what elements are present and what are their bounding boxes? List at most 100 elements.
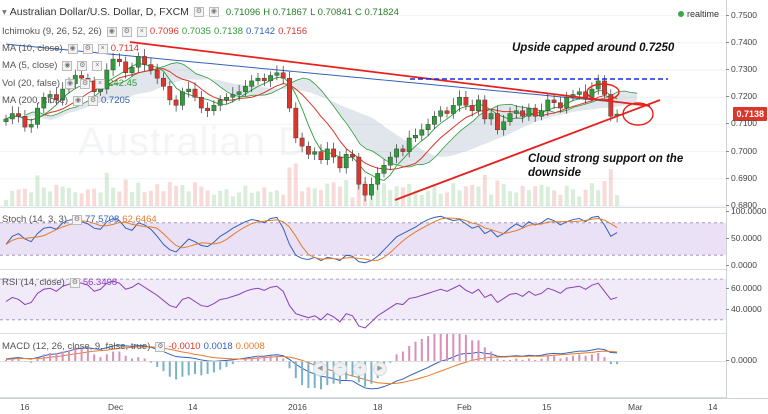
macd-histogram-bar — [42, 354, 45, 362]
candle-body — [135, 56, 141, 68]
volume-bar — [337, 186, 342, 206]
rsi-legend[interactable]: RSI (14, close) ⚙ 56.3498 — [2, 277, 117, 288]
macd-histogram-bar — [307, 361, 310, 388]
macd-histogram-bar — [609, 361, 612, 365]
zoom-in-icon[interactable]: + — [353, 362, 367, 376]
highlight-ellipse-bottom — [622, 102, 654, 126]
candle-body — [356, 156, 362, 185]
settings-icon[interactable]: ⚙ — [69, 277, 80, 288]
volume-bar — [482, 174, 487, 206]
volume-bar — [596, 190, 601, 206]
eye-icon[interactable]: ◉ — [106, 26, 117, 37]
macd-axis[interactable]: 0.0000 — [726, 334, 768, 398]
ma5-legend[interactable]: MA (5, close) ◉ ⚙ × — [2, 60, 103, 71]
ichimoku-legend[interactable]: Ichimoku (9, 26, 52, 26) ◉ ⚙ × 0.7096 0.… — [2, 26, 307, 37]
price-tick: 0.7200 — [726, 91, 757, 102]
stoch-legend[interactable]: Stoch (14, 3, 3) ⚙ 77.5708 62.6464 — [2, 214, 157, 225]
settings-icon[interactable]: ⚙ — [88, 95, 98, 106]
close-icon[interactable]: × — [95, 78, 106, 89]
volume-bar — [520, 185, 525, 206]
stoch-axis[interactable]: 100.0000 50.0000 0.0000 — [725, 206, 768, 270]
volume-bar — [54, 184, 59, 206]
candle-body — [287, 77, 292, 109]
rsi-pane[interactable]: RSI (14, close) ⚙ 56.3498 — [0, 270, 726, 334]
close-icon[interactable]: × — [97, 43, 108, 54]
volume-bar — [426, 190, 431, 206]
macd-histogram-bar — [509, 359, 511, 362]
macd-histogram-bar — [313, 361, 316, 388]
candle-body — [495, 113, 500, 131]
volume-bar — [293, 163, 298, 206]
annotation-cloud[interactable]: Cloud strong support on the downside — [528, 152, 718, 180]
vol-value: 242.45 — [108, 78, 138, 89]
oscillator-tick: 60.0000 — [726, 283, 762, 294]
rsi-value: 56.3498 — [82, 277, 118, 288]
settings-icon[interactable]: ⚙ — [193, 7, 204, 17]
price-pane[interactable]: Australian D ▾ Australian Dollar/U.S. Do… — [0, 0, 726, 208]
candle-body — [419, 129, 425, 136]
macd-histogram-bar — [30, 361, 33, 363]
eye-icon[interactable]: ◉ — [67, 43, 78, 54]
collapse-icon[interactable]: ▾ — [2, 6, 7, 18]
price-chart[interactable] — [0, 0, 726, 208]
rsi-axis[interactable]: 60.0000 40.0000 — [726, 270, 768, 334]
annotation-upside[interactable]: Upside capped around 0.7250 — [512, 42, 675, 54]
settings-icon[interactable]: ⚙ — [80, 78, 91, 89]
settings-icon[interactable]: ⚙ — [71, 214, 82, 225]
settings-icon[interactable]: ⚙ — [121, 26, 132, 37]
eye-icon[interactable]: ◉ — [65, 78, 76, 89]
ma200-legend[interactable]: MA (200, close) ◉ ⚙ 0.7205 — [2, 95, 130, 106]
candle-body — [142, 56, 147, 65]
eye-icon[interactable]: ◉ — [73, 95, 83, 106]
candle-body — [54, 94, 59, 101]
candle-body — [545, 99, 551, 111]
volume-bar — [476, 186, 481, 206]
settings-icon[interactable]: ⚙ — [77, 60, 88, 71]
settings-icon[interactable]: ⚙ — [155, 341, 166, 352]
macd-histogram-bar — [420, 338, 423, 362]
scroll-right-icon[interactable]: ▶ — [373, 362, 387, 376]
zoom-out-icon[interactable]: − — [333, 362, 347, 376]
volume-bar — [104, 172, 109, 206]
volume-bar — [545, 186, 550, 206]
stoch-label: Stoch (14, 3, 3) — [2, 214, 67, 225]
macd-line-value: 0.0018 — [203, 341, 233, 352]
ichimoku-tenkan: 0.7096 — [149, 26, 179, 37]
time-axis[interactable]: 16 Dec 14 2016 18 Feb 15 Mar 14 — [0, 398, 768, 414]
macd-histogram-bar — [5, 359, 7, 362]
stoch-d-value: 62.6464 — [122, 214, 157, 225]
candle-body — [312, 151, 318, 155]
macd-legend[interactable]: MACD (12, 26, close, 9, false, true) ⚙ -… — [2, 341, 265, 352]
eye-icon[interactable]: ◉ — [62, 60, 73, 71]
macd-histogram-bar — [149, 361, 152, 363]
stoch-pane[interactable]: Stoch (14, 3, 3) ⚙ 77.5708 62.6464 — [0, 208, 726, 270]
scroll-left-icon[interactable]: ◀ — [313, 362, 327, 376]
settings-icon[interactable]: ⚙ — [82, 43, 93, 54]
volume-bar — [312, 188, 317, 206]
ma10-legend[interactable]: MA (10, close) ◉ ⚙ × 0.7114 — [2, 43, 139, 54]
candle-body — [9, 113, 15, 120]
macd-histogram-bar — [250, 357, 253, 362]
candle-body — [242, 86, 248, 92]
macd-histogram-bar — [433, 334, 436, 362]
stoch-chart[interactable] — [0, 208, 726, 270]
volume-bar — [281, 194, 286, 206]
candle-body — [526, 107, 532, 117]
macd-histogram-bar — [219, 361, 222, 370]
close-icon[interactable]: × — [136, 26, 147, 37]
time-tick: 16 — [20, 402, 30, 412]
close-icon[interactable]: × — [92, 60, 103, 71]
rsi-label: RSI (14, close) — [2, 277, 65, 288]
candle-body — [425, 124, 431, 131]
price-axis[interactable]: 0.7138 0.7500 0.7400 0.7300 0.7200 0.7100 0.7… — [726, 0, 768, 210]
candle-body — [369, 184, 374, 196]
price-tick: 0.7400 — [726, 36, 757, 47]
volume-bar — [501, 184, 506, 206]
candle-body — [28, 124, 34, 128]
macd-histogram-bar — [118, 351, 121, 362]
rsi-chart[interactable] — [0, 270, 726, 334]
vol-legend[interactable]: Vol (20, false) ◉ ⚙ × 242.45 — [2, 78, 137, 89]
macd-pane[interactable]: MACD (12, 26, close, 9, false, true) ⚙ -… — [0, 334, 726, 398]
eye-icon[interactable]: ◉ — [208, 7, 219, 17]
